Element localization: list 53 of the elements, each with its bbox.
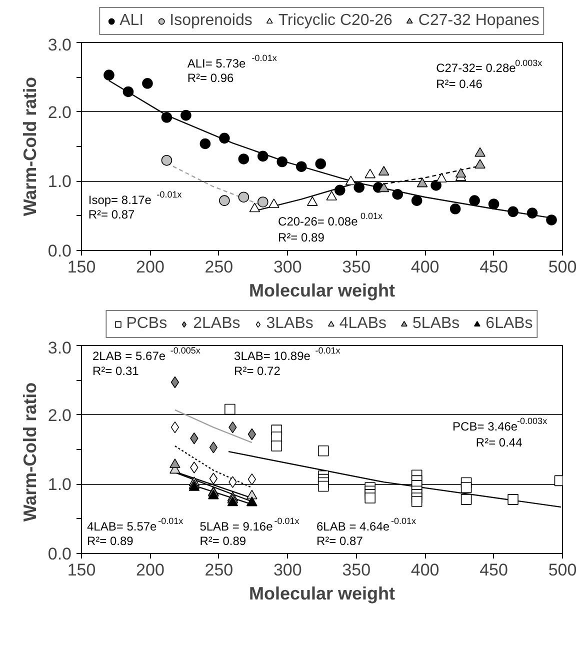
annotation: R²= 0.89	[278, 230, 325, 244]
x-tick-label: 200	[136, 560, 164, 580]
y-tick-label: 1.0	[48, 475, 72, 494]
legend-label: C27-32 Hopanes	[418, 12, 540, 30]
y-tick-label: 2.0	[48, 406, 72, 425]
x-tick-label: 250	[204, 258, 234, 276]
x-tick-label: 400	[410, 258, 440, 276]
annotation: R²= 0.46	[436, 77, 483, 92]
legend-label: 6LABs	[486, 315, 533, 333]
annotation: ALI= 5.73e-0.01x	[187, 52, 278, 70]
x-tick-label: 400	[410, 560, 440, 580]
x-tick-label: 500	[548, 560, 577, 580]
legend-label: 4LABs	[339, 315, 387, 333]
x-tick-label: 250	[204, 560, 234, 580]
annotation: 2LAB = 5.67e -0.005x	[92, 346, 201, 363]
legend-label: Isoprenoids	[170, 12, 252, 30]
y-axis-title: Warm-Cold ratio	[20, 76, 40, 216]
annotation: R²= 0.72	[234, 364, 281, 378]
x-tick-label: 150	[67, 560, 96, 580]
y-tick-label: 3.0	[48, 338, 72, 358]
annotation: Isop= 8.17e-0.01x	[88, 189, 182, 207]
legend-label: Tricyclic C20-26	[278, 12, 392, 30]
legend-label: 5LABs	[412, 315, 460, 333]
y-tick-label: 0.0	[48, 544, 72, 564]
annotation: R²= 0.87	[88, 207, 136, 222]
legend-label: PCBs	[126, 315, 168, 333]
x-tick-label: 350	[342, 560, 371, 580]
x-tick-label: 200	[136, 258, 164, 276]
annotation: R²= 0.87	[316, 534, 364, 548]
x-tick-label: 150	[67, 258, 96, 276]
annotation: R²= 0.44	[476, 436, 523, 450]
y-axis-title: Warm-Cold ratio	[20, 382, 40, 522]
x-tick-label: 450	[480, 560, 508, 580]
x-tick-label: 450	[480, 258, 508, 276]
annotation: C20-26= 0.08e 0.01x	[278, 210, 383, 228]
x-axis-title: Molecular weight	[248, 584, 396, 604]
x-tick-label: 300	[273, 258, 302, 276]
legend-label: ALI	[120, 12, 144, 30]
annotation: 3LAB= 10.89e -0.01x	[234, 346, 341, 363]
x-tick-label: 350	[342, 258, 371, 276]
x-tick-label: 300	[273, 560, 302, 580]
legend-label: 3LABs	[266, 315, 314, 333]
y-tick-label: 1.0	[48, 172, 72, 192]
annotation: R²= 0.31	[92, 364, 140, 378]
x-axis-title: Molecular weight	[248, 280, 396, 300]
annotation: R²= 0.96	[187, 70, 234, 85]
y-tick-label: 0.0	[48, 242, 72, 260]
annotation: R²= 0.89	[200, 534, 246, 548]
annotation: R²= 0.89	[86, 534, 134, 548]
y-tick-label: 3.0	[48, 36, 72, 54]
y-tick-label: 2.0	[48, 102, 72, 122]
legend-label: 2LABs	[193, 315, 240, 333]
x-tick-label: 500	[548, 258, 577, 276]
